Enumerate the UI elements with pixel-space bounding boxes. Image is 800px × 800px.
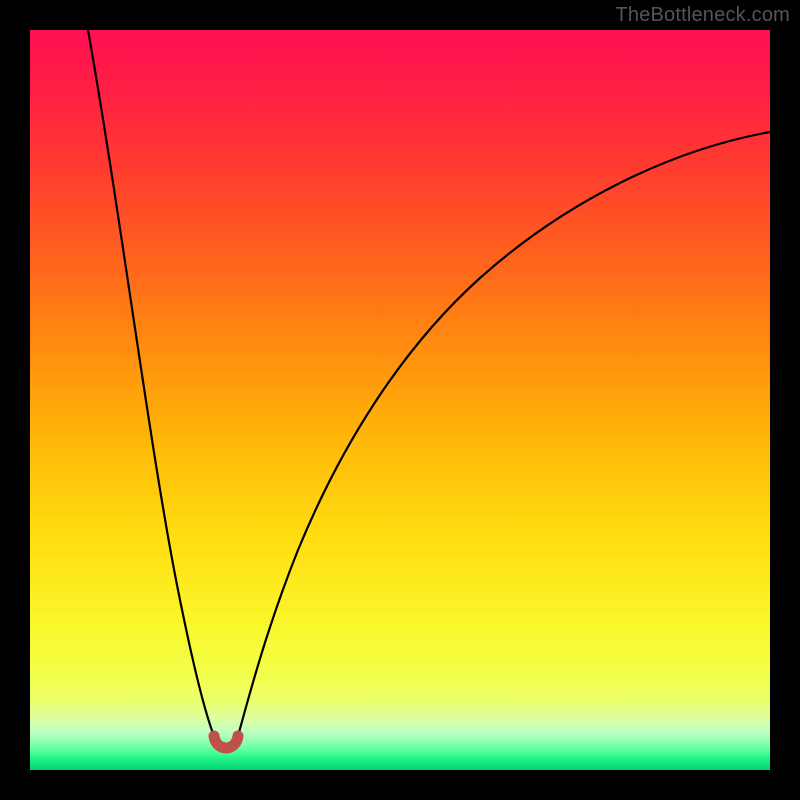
chart-frame: TheBottleneck.com: [0, 0, 800, 800]
plot-area: [30, 30, 770, 770]
curve-right-branch: [238, 132, 770, 736]
curve-left-branch: [88, 30, 214, 736]
curve-layer: [30, 30, 770, 770]
valley-marker: [214, 736, 238, 748]
watermark-text: TheBottleneck.com: [615, 4, 790, 27]
